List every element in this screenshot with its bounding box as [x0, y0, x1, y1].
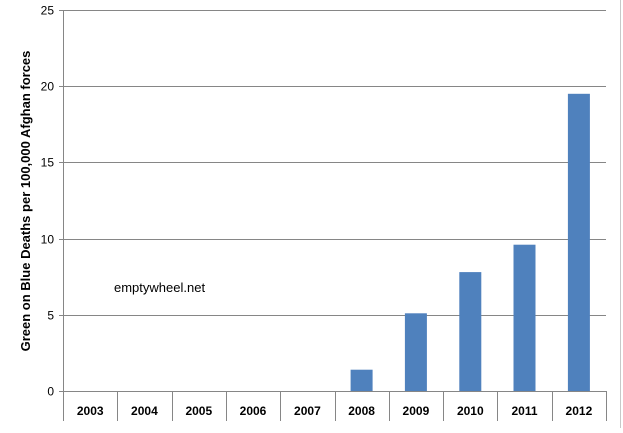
- x-tick-label-2010: 2010: [457, 404, 484, 418]
- y-tick-label: 25: [41, 4, 55, 18]
- bars: [350, 93, 590, 392]
- bar-2008: [350, 369, 373, 391]
- x-tick-label-2009: 2009: [403, 404, 430, 418]
- x-tick-label-2006: 2006: [240, 404, 267, 418]
- bar-2009: [404, 313, 427, 391]
- x-tick-label-2004: 2004: [131, 404, 158, 418]
- y-tick-label: 10: [41, 233, 55, 247]
- y-tick-label: 0: [47, 385, 54, 399]
- bar-2012: [567, 93, 590, 392]
- watermark-annotation: emptywheel.net: [114, 280, 205, 295]
- y-axis-label: Green on Blue Deaths per 100,000 Afghan …: [18, 51, 33, 352]
- x-tick-label-2007: 2007: [294, 404, 321, 418]
- chart-border: [620, 0, 621, 428]
- y-tick-labels: 0 5 10 15 20 25: [41, 4, 55, 399]
- x-tick-label-2011: 2011: [511, 404, 537, 418]
- bar-2010: [459, 272, 482, 391]
- x-tick-labels: 2003 2004 2005 2006 2007 2008 2009 2010 2011 2012: [77, 404, 593, 418]
- axes: [59, 10, 607, 421]
- y-tick-label: 15: [41, 156, 55, 170]
- x-tick-label-2005: 2005: [185, 404, 212, 418]
- y-tick-label: 20: [41, 80, 55, 94]
- x-tick-label-2003: 2003: [77, 404, 104, 418]
- x-tick-label-2012: 2012: [566, 404, 593, 418]
- x-tick-label-2008: 2008: [348, 404, 375, 418]
- y-tick-label: 5: [47, 309, 54, 323]
- bar-2011: [513, 244, 536, 391]
